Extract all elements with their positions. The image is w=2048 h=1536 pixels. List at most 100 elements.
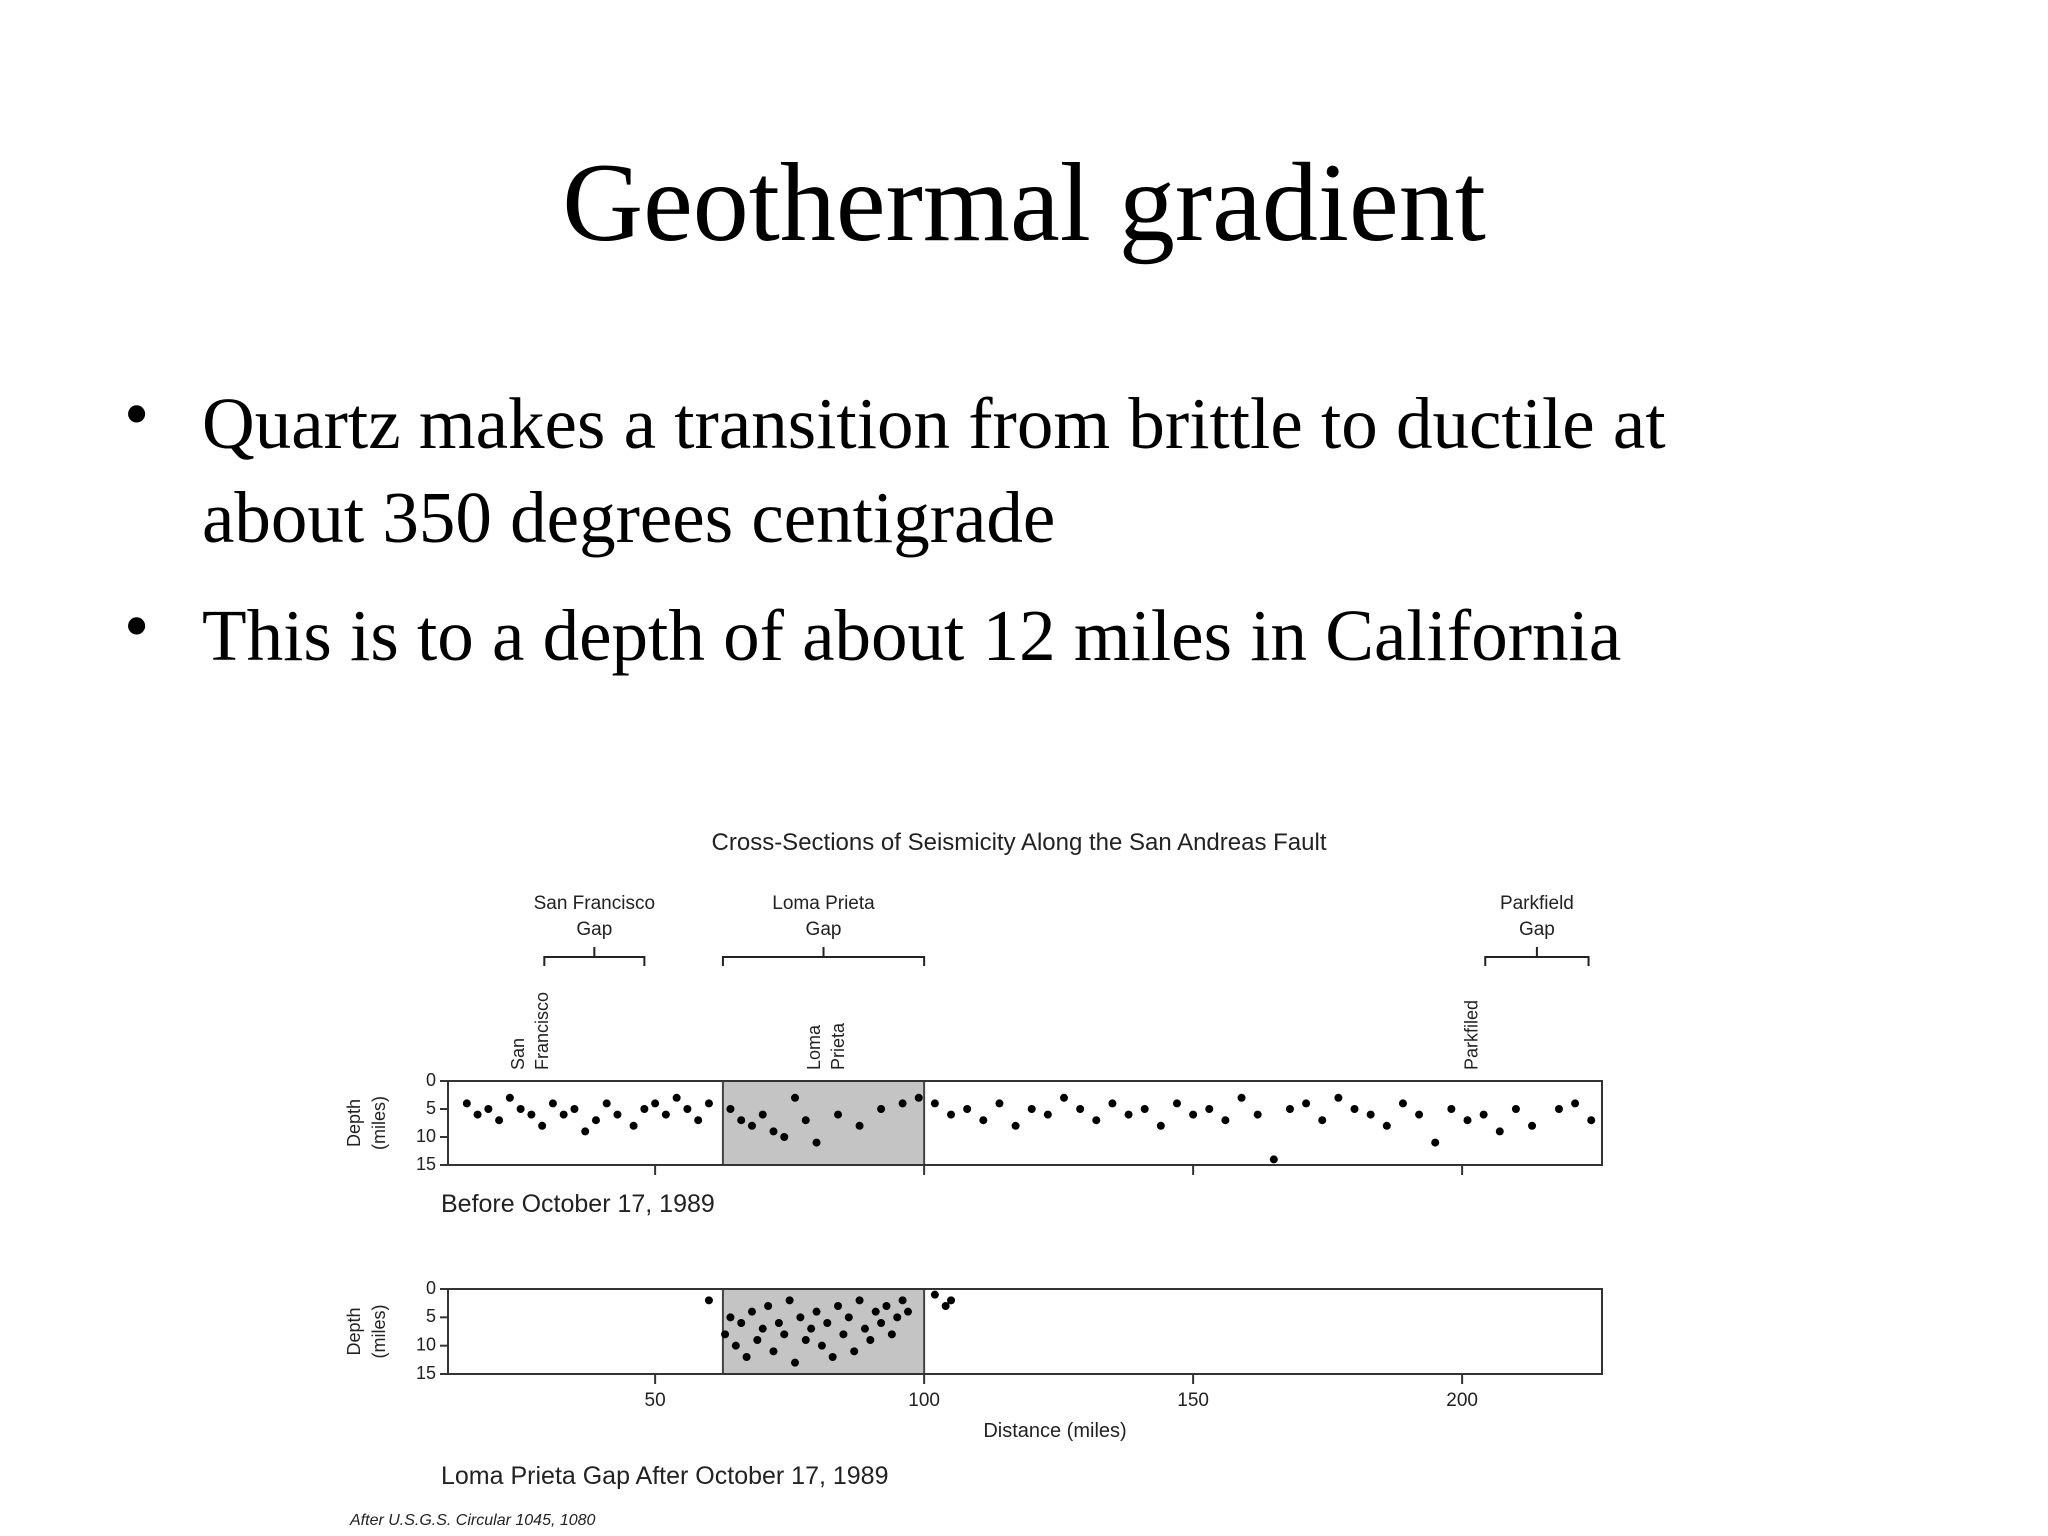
earthquake-point (581, 1127, 590, 1136)
x-axis-label: Distance (miles) (983, 1420, 1126, 1442)
earthquake-point (807, 1324, 816, 1333)
earthquake-point (1511, 1105, 1520, 1113)
earthquake-point (742, 1353, 751, 1361)
panel-caption: Before October 17, 1989 (441, 1190, 715, 1218)
earthquake-point (1156, 1121, 1165, 1130)
earthquake-point (1495, 1127, 1504, 1136)
site-label: Francisco (532, 992, 552, 1070)
earthquake-point (1253, 1110, 1262, 1119)
earthquake-point (823, 1319, 832, 1327)
earthquake-point (796, 1313, 805, 1322)
earthquake-point (1554, 1105, 1563, 1113)
earthquake-point (791, 1093, 800, 1102)
earthquake-point (1415, 1110, 1424, 1119)
earthquake-point (704, 1099, 713, 1108)
earthquake-point (828, 1353, 837, 1361)
earthquake-point (801, 1336, 810, 1344)
gap-bracket (543, 947, 646, 966)
earthquake-point (877, 1105, 886, 1113)
earthquake-point (769, 1347, 778, 1356)
y-tick-label: 15 (416, 1363, 436, 1383)
earthquake-point (791, 1358, 800, 1367)
y-tick-label: 5 (426, 1306, 436, 1326)
earthquake-point (516, 1105, 525, 1113)
earthquake-point (941, 1302, 950, 1310)
earthquake-point (947, 1296, 956, 1305)
earthquake-point (570, 1105, 579, 1113)
source-note: After U.S.G.S. Circular 1045, 1080 (349, 1512, 596, 1529)
earthquake-point (1124, 1110, 1133, 1119)
gap-label: Gap (806, 919, 842, 940)
earthquake-point (903, 1307, 912, 1316)
bullet-text: This is to a depth of about 12 miles in … (202, 595, 1621, 676)
earthquake-point (548, 1099, 557, 1108)
site-label: Loma (804, 1024, 824, 1070)
earthquake-point (747, 1121, 756, 1130)
earthquake-point (1302, 1099, 1311, 1108)
earthquake-point (527, 1110, 536, 1119)
gap-label: Gap (1519, 919, 1555, 940)
earthquake-point (737, 1116, 746, 1125)
y-tick-label: 5 (426, 1098, 436, 1118)
earthquake-point (1318, 1116, 1327, 1125)
earthquake-point (866, 1336, 875, 1344)
earthquake-point (898, 1296, 907, 1305)
earthquake-point (893, 1313, 902, 1322)
y-tick-label: 0 (426, 1278, 436, 1298)
shaded-gap (721, 1080, 926, 1166)
gap-label: Loma Prieta (772, 893, 875, 914)
earthquake-point (947, 1110, 956, 1119)
earthquake-point (726, 1313, 735, 1322)
earthquake-point (1285, 1105, 1294, 1113)
earthquake-point (1092, 1116, 1101, 1125)
slide-title: Geothermal gradient (562, 141, 1486, 265)
earthquake-point (758, 1324, 767, 1333)
earthquake-point (747, 1307, 756, 1316)
earthquake-point (817, 1341, 826, 1350)
bullet-text: about 350 degrees centigrade (202, 477, 1055, 558)
earthquake-point (871, 1307, 880, 1316)
earthquake-point (495, 1116, 504, 1125)
earthquake-point (1189, 1110, 1198, 1119)
plot-frame (447, 1080, 1603, 1166)
bullet-text: Quartz makes a transition from brittle t… (202, 383, 1666, 464)
earthquake-point (877, 1319, 886, 1327)
earthquake-point (462, 1099, 471, 1108)
y-tick-label: 10 (416, 1126, 436, 1146)
earthquake-point (1221, 1116, 1230, 1125)
earthquake-point (591, 1116, 600, 1125)
earthquake-point (963, 1105, 972, 1113)
earthquake-point (914, 1093, 923, 1102)
earthquake-point (1027, 1105, 1036, 1113)
earthquake-point (1172, 1099, 1181, 1108)
earthquake-point (764, 1302, 773, 1310)
y-axis-label: Depth (344, 1099, 364, 1147)
earthquake-point (721, 1330, 730, 1339)
earthquake-point (898, 1099, 907, 1108)
figure-title: Cross-Sections of Seismicity Along the S… (712, 829, 1327, 856)
earthquake-point (860, 1324, 869, 1333)
earthquake-point (780, 1330, 789, 1339)
gap-bracket (1484, 947, 1590, 966)
earthquake-point (930, 1290, 939, 1299)
earthquake-point (850, 1347, 859, 1356)
earthquake-point (672, 1093, 681, 1102)
earthquake-point (737, 1319, 746, 1327)
earthquake-point (1076, 1105, 1085, 1113)
x-tick-label: 200 (1446, 1390, 1478, 1411)
gap-label: Gap (576, 919, 612, 940)
earthquake-point (1479, 1110, 1488, 1119)
earthquake-point (812, 1307, 821, 1316)
earthquake-point (882, 1302, 891, 1310)
earthquake-point (780, 1133, 789, 1141)
earthquake-point (855, 1296, 864, 1305)
earthquake-point (1269, 1155, 1278, 1164)
earthquake-point (1528, 1121, 1537, 1130)
earthquake-point (629, 1121, 638, 1130)
earthquake-point (1011, 1121, 1020, 1130)
site-label: Parkfiled (1462, 1000, 1482, 1070)
site-label: San (508, 1038, 528, 1070)
plot-frame (447, 1288, 1603, 1375)
